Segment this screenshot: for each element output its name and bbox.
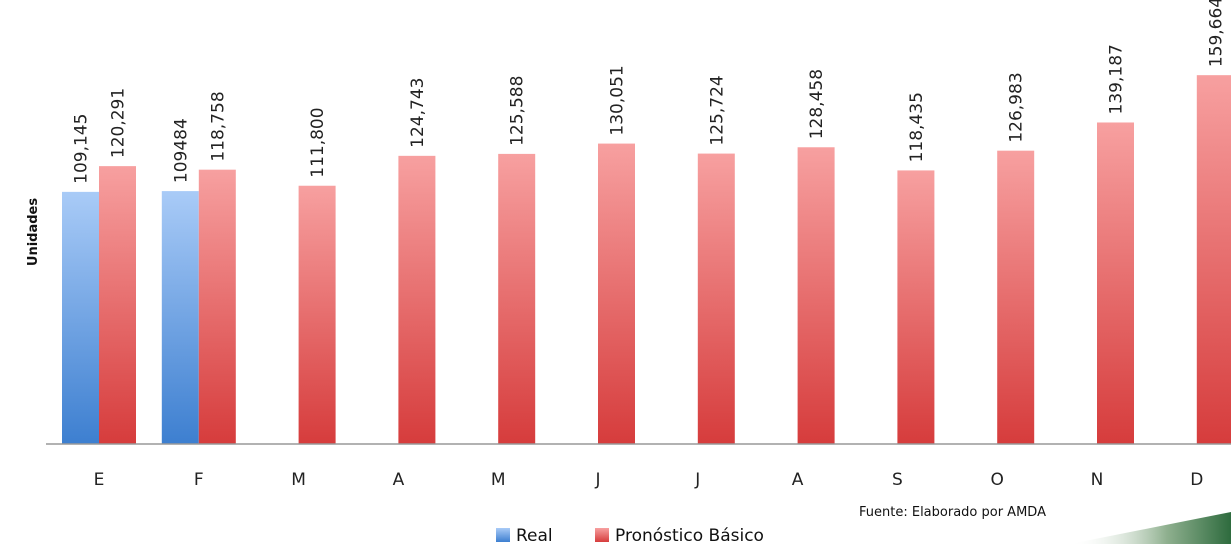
bar-pronostico-6 [697, 153, 735, 444]
source-note: Fuente: Elaborado por AMDA [859, 505, 1046, 520]
bar-pronostico-11 [1196, 75, 1231, 445]
y-axis-label: Unidades [26, 198, 41, 266]
bar-pronostico-10 [1097, 122, 1134, 444]
data-label-real-1: 109484 [171, 118, 191, 183]
x-tick-label-5: J [594, 470, 600, 490]
bar-pronostico-2 [298, 185, 336, 444]
legend-label-real: Real [516, 526, 553, 544]
data-label-pronostico-2: 111,800 [308, 107, 328, 177]
bar-pronostico-7 [797, 147, 835, 444]
x-tick-label-11: D [1190, 470, 1203, 490]
x-tick-label-7: A [792, 470, 804, 490]
bars-layer [62, 75, 1231, 445]
x-tick-label-8: S [892, 470, 903, 490]
x-tick-label-4: M [491, 470, 506, 490]
x-tick-label-1: F [194, 470, 204, 490]
bar-pronostico-0 [99, 166, 136, 444]
decorative-swoosh [1070, 512, 1231, 544]
data-labels-layer: 109,145 120,291 109484 118,758 111,800 124,74… [72, 0, 1227, 184]
data-label-pronostico-10: 139,187 [1107, 44, 1127, 114]
data-label-pronostico-0: 120,291 [109, 88, 129, 158]
bar-real-0 [62, 191, 99, 444]
x-tick-label-10: N [1091, 470, 1104, 490]
bar-pronostico-9 [997, 150, 1035, 445]
data-label-pronostico-3: 124,743 [408, 78, 428, 148]
x-tick-label-2: M [291, 470, 306, 490]
data-label-pronostico-11: 159,664 [1206, 0, 1226, 67]
legend-label-pronostico: Pronóstico Básico [615, 526, 764, 544]
data-label-pronostico-7: 128,458 [807, 69, 827, 139]
bar-real-1 [161, 191, 199, 444]
x-tick-label-3: A [393, 470, 405, 490]
bar-pronostico-3 [398, 155, 436, 444]
legend: Real Pronóstico Básico [496, 526, 764, 544]
x-tick-label-0: E [94, 470, 105, 490]
data-label-pronostico-5: 130,051 [608, 65, 628, 135]
data-label-pronostico-1: 118,758 [208, 91, 228, 161]
legend-swatch-real [496, 528, 510, 542]
bar-pronostico-8 [897, 170, 935, 444]
x-tick-label-6: J [694, 470, 700, 490]
bar-pronostico-1 [198, 169, 236, 445]
data-label-pronostico-8: 118,435 [907, 92, 927, 162]
x-tick-label-9: O [991, 470, 1004, 490]
data-label-real-0: 109,145 [72, 114, 92, 184]
data-label-pronostico-9: 126,983 [1007, 72, 1027, 142]
legend-swatch-pronostico [595, 528, 609, 542]
data-label-pronostico-4: 125,588 [508, 76, 528, 146]
bar-pronostico-5 [598, 143, 635, 444]
bar-pronostico-4 [498, 153, 536, 444]
data-label-pronostico-6: 125,724 [707, 75, 727, 145]
